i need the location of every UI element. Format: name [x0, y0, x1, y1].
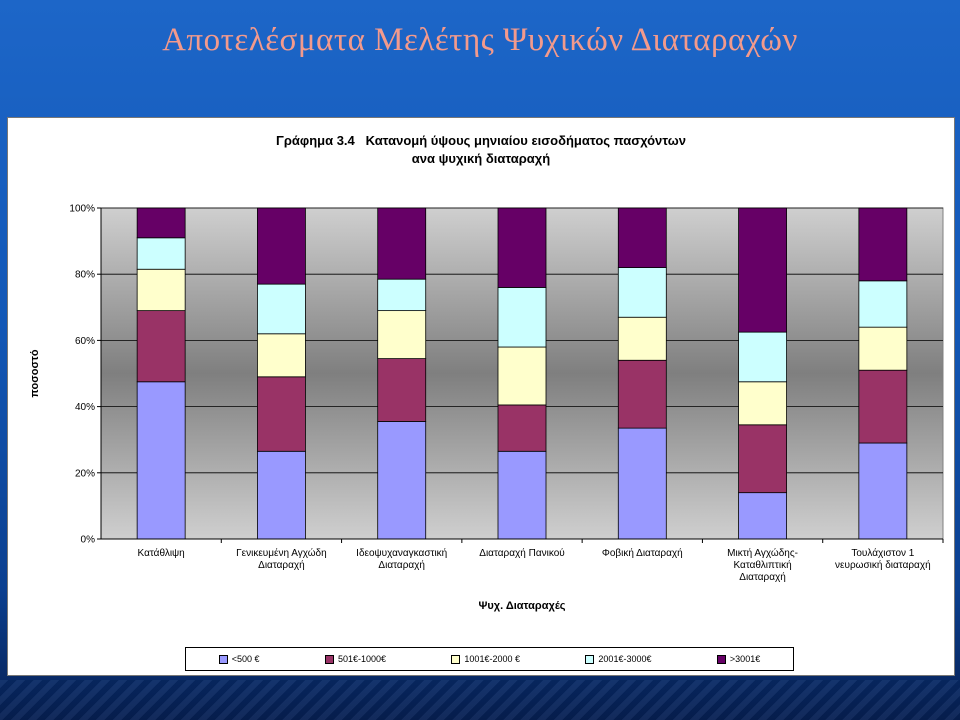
bar-segment-3 [257, 283, 306, 335]
bar-segment-3 [617, 267, 667, 318]
bar-segment-0 [858, 442, 908, 540]
x-axis-title: Ψυχ. Διαταραχές [478, 600, 565, 612]
bar-segment-2 [377, 310, 427, 360]
bar-segment-2 [257, 333, 306, 378]
chart-panel: Γράφημα 3.4 Κατανομή ύψους μηνιαίου εισο… [7, 117, 955, 676]
bar-segment-4 [738, 207, 787, 333]
x-tick-label: Μικτή Αγχώδης- [727, 547, 798, 559]
y-tick-label: 80% [75, 270, 95, 281]
y-tick-label: 20% [75, 468, 95, 479]
y-axis-title: ποσοστό [29, 349, 41, 398]
y-tick-label: 100% [69, 204, 95, 215]
bar-segment-1 [497, 404, 547, 452]
slide-background-strip [0, 680, 960, 720]
bar-segment-1 [136, 310, 186, 383]
x-tick-label: Διαταραχή [739, 571, 786, 583]
bar-segment-0 [136, 381, 186, 540]
y-tick-label: 40% [75, 402, 95, 413]
legend-swatch [324, 654, 334, 664]
chart-title: Γράφημα 3.4 Κατανομή ύψους μηνιαίου εισο… [8, 132, 954, 168]
bar-segment-2 [497, 346, 547, 406]
bar-segment-4 [858, 207, 908, 282]
bar-segment-4 [497, 207, 547, 288]
bar-segment-4 [377, 207, 427, 280]
bar-segment-3 [738, 331, 787, 383]
y-tick-label: 0% [81, 535, 96, 546]
bar-segment-0 [617, 427, 667, 540]
legend-swatch [218, 654, 228, 664]
legend-swatch [585, 654, 595, 664]
bar-segment-3 [136, 237, 186, 270]
bar-segment-0 [497, 450, 547, 540]
legend-item: 2001€-3000€ [585, 654, 651, 664]
bar-segment-1 [257, 376, 306, 452]
bar-segment-1 [738, 424, 787, 494]
chart-legend: <500 € 501€-1000€ 1001€-2000 € 2001€-3000€ >… [185, 647, 794, 671]
legend-swatch [716, 654, 726, 664]
x-tick-label: Διαταραχή [258, 559, 305, 571]
bar-segment-0 [738, 492, 787, 540]
bar-segment-3 [858, 280, 908, 328]
legend-item: 501€-1000€ [324, 654, 386, 664]
slide-title: Αποτελέσματα Μελέτης Ψυχικών Διαταραχών [162, 22, 798, 58]
legend-label: 2001€-3000€ [598, 654, 652, 664]
bar-segment-4 [617, 207, 667, 268]
bar-segment-2 [738, 381, 787, 426]
legend-label: 1001€-2000 € [464, 654, 520, 664]
bar-segment-1 [858, 369, 908, 444]
x-tick-label: Φοβική Διαταραχή [602, 547, 683, 559]
bar-segment-0 [257, 450, 306, 540]
x-tick-label: Καταθλιπτική [733, 559, 791, 571]
x-tick-label: Γενικευμένη Αγχώδη [236, 547, 327, 559]
bar-segment-2 [136, 268, 186, 312]
bar-segment-2 [617, 316, 667, 361]
bar-segment-1 [617, 359, 667, 429]
legend-label: >3001€ [729, 654, 761, 664]
legend-item: >3001€ [716, 654, 761, 664]
x-tick-label: Διαταραχή [378, 559, 425, 571]
chart-title-line1: Γράφημα 3.4 Κατανομή ύψους μηνιαίου εισο… [276, 133, 686, 148]
bar-segment-1 [377, 358, 427, 422]
x-tick-label: Κατάθλιψη [138, 547, 185, 559]
bar-segment-3 [497, 287, 547, 348]
x-tick-label: Ιδεοψυχαναγκαστική [356, 547, 447, 559]
bar-segment-3 [377, 278, 427, 312]
legend-swatch [451, 654, 461, 664]
chart-title-line2: ανα ψυχική διαταραχή [411, 151, 551, 166]
bar-segment-4 [136, 207, 186, 239]
bar-segment-0 [377, 421, 427, 540]
bar-segment-4 [257, 207, 306, 285]
x-tick-label: Διαταραχή Πανικού [479, 547, 564, 559]
bar-segment-2 [858, 326, 908, 371]
x-tick-label: νευρωσική διαταραχή [835, 559, 931, 571]
legend-label: 501€-1000€ [337, 654, 386, 664]
y-tick-label: 60% [75, 336, 95, 347]
stacked-bar-chart: 0% 20% 40% 60% 80% 100% Κατάθλιψη Γενικευμένη Α… [29, 204, 944, 612]
x-tick-label: Τουλάχιστον 1 [851, 547, 914, 559]
legend-label: <500 € [231, 654, 260, 664]
legend-item: 1001€-2000 € [451, 654, 520, 664]
legend-item: <500 € [218, 654, 260, 664]
